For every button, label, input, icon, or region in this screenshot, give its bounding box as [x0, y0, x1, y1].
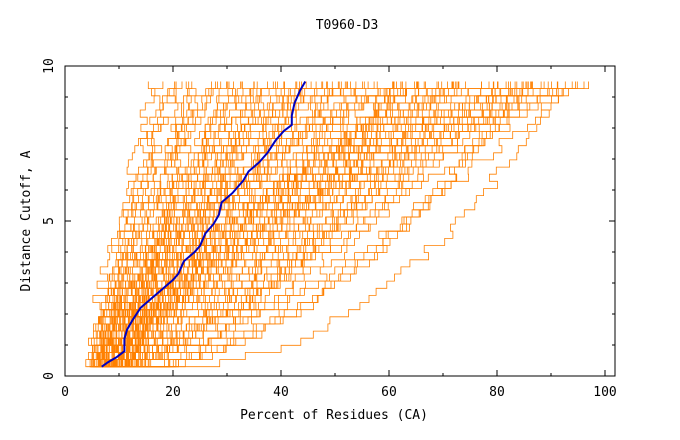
background-series-line	[88, 81, 482, 368]
background-series-line	[121, 81, 527, 368]
highlight-series-group	[101, 80, 307, 368]
highlight-series-line	[101, 80, 307, 368]
x-tick-label: 40	[273, 385, 289, 400]
background-series-line	[118, 81, 589, 368]
background-series-line	[104, 81, 576, 368]
axis-ticks: 0 20 40 60 80 100 0 5 10	[42, 58, 617, 400]
background-series-line	[101, 81, 458, 368]
x-tick-label: 80	[489, 385, 505, 400]
x-tick-label: 60	[381, 385, 397, 400]
background-series-line	[124, 81, 558, 368]
background-series-line	[127, 81, 393, 368]
x-axis-label: Percent of Residues (CA)	[240, 408, 428, 423]
background-series-line	[125, 81, 559, 368]
background-series-line	[105, 81, 573, 368]
background-series-line	[135, 81, 566, 368]
y-tick-label: 0	[42, 372, 57, 380]
chart-title: T0960-D3	[316, 18, 379, 33]
y-tick-label: 10	[42, 58, 57, 74]
background-series-line	[98, 81, 585, 368]
background-series-line	[110, 81, 348, 368]
x-tick-label: 0	[61, 385, 69, 400]
background-series-line	[100, 81, 456, 368]
y-axis-label: Distance Cutoff, A	[19, 150, 34, 291]
y-tick-label: 5	[42, 217, 57, 225]
x-tick-label: 100	[593, 385, 616, 400]
background-series-group	[85, 81, 589, 368]
x-tick-label: 20	[165, 385, 181, 400]
